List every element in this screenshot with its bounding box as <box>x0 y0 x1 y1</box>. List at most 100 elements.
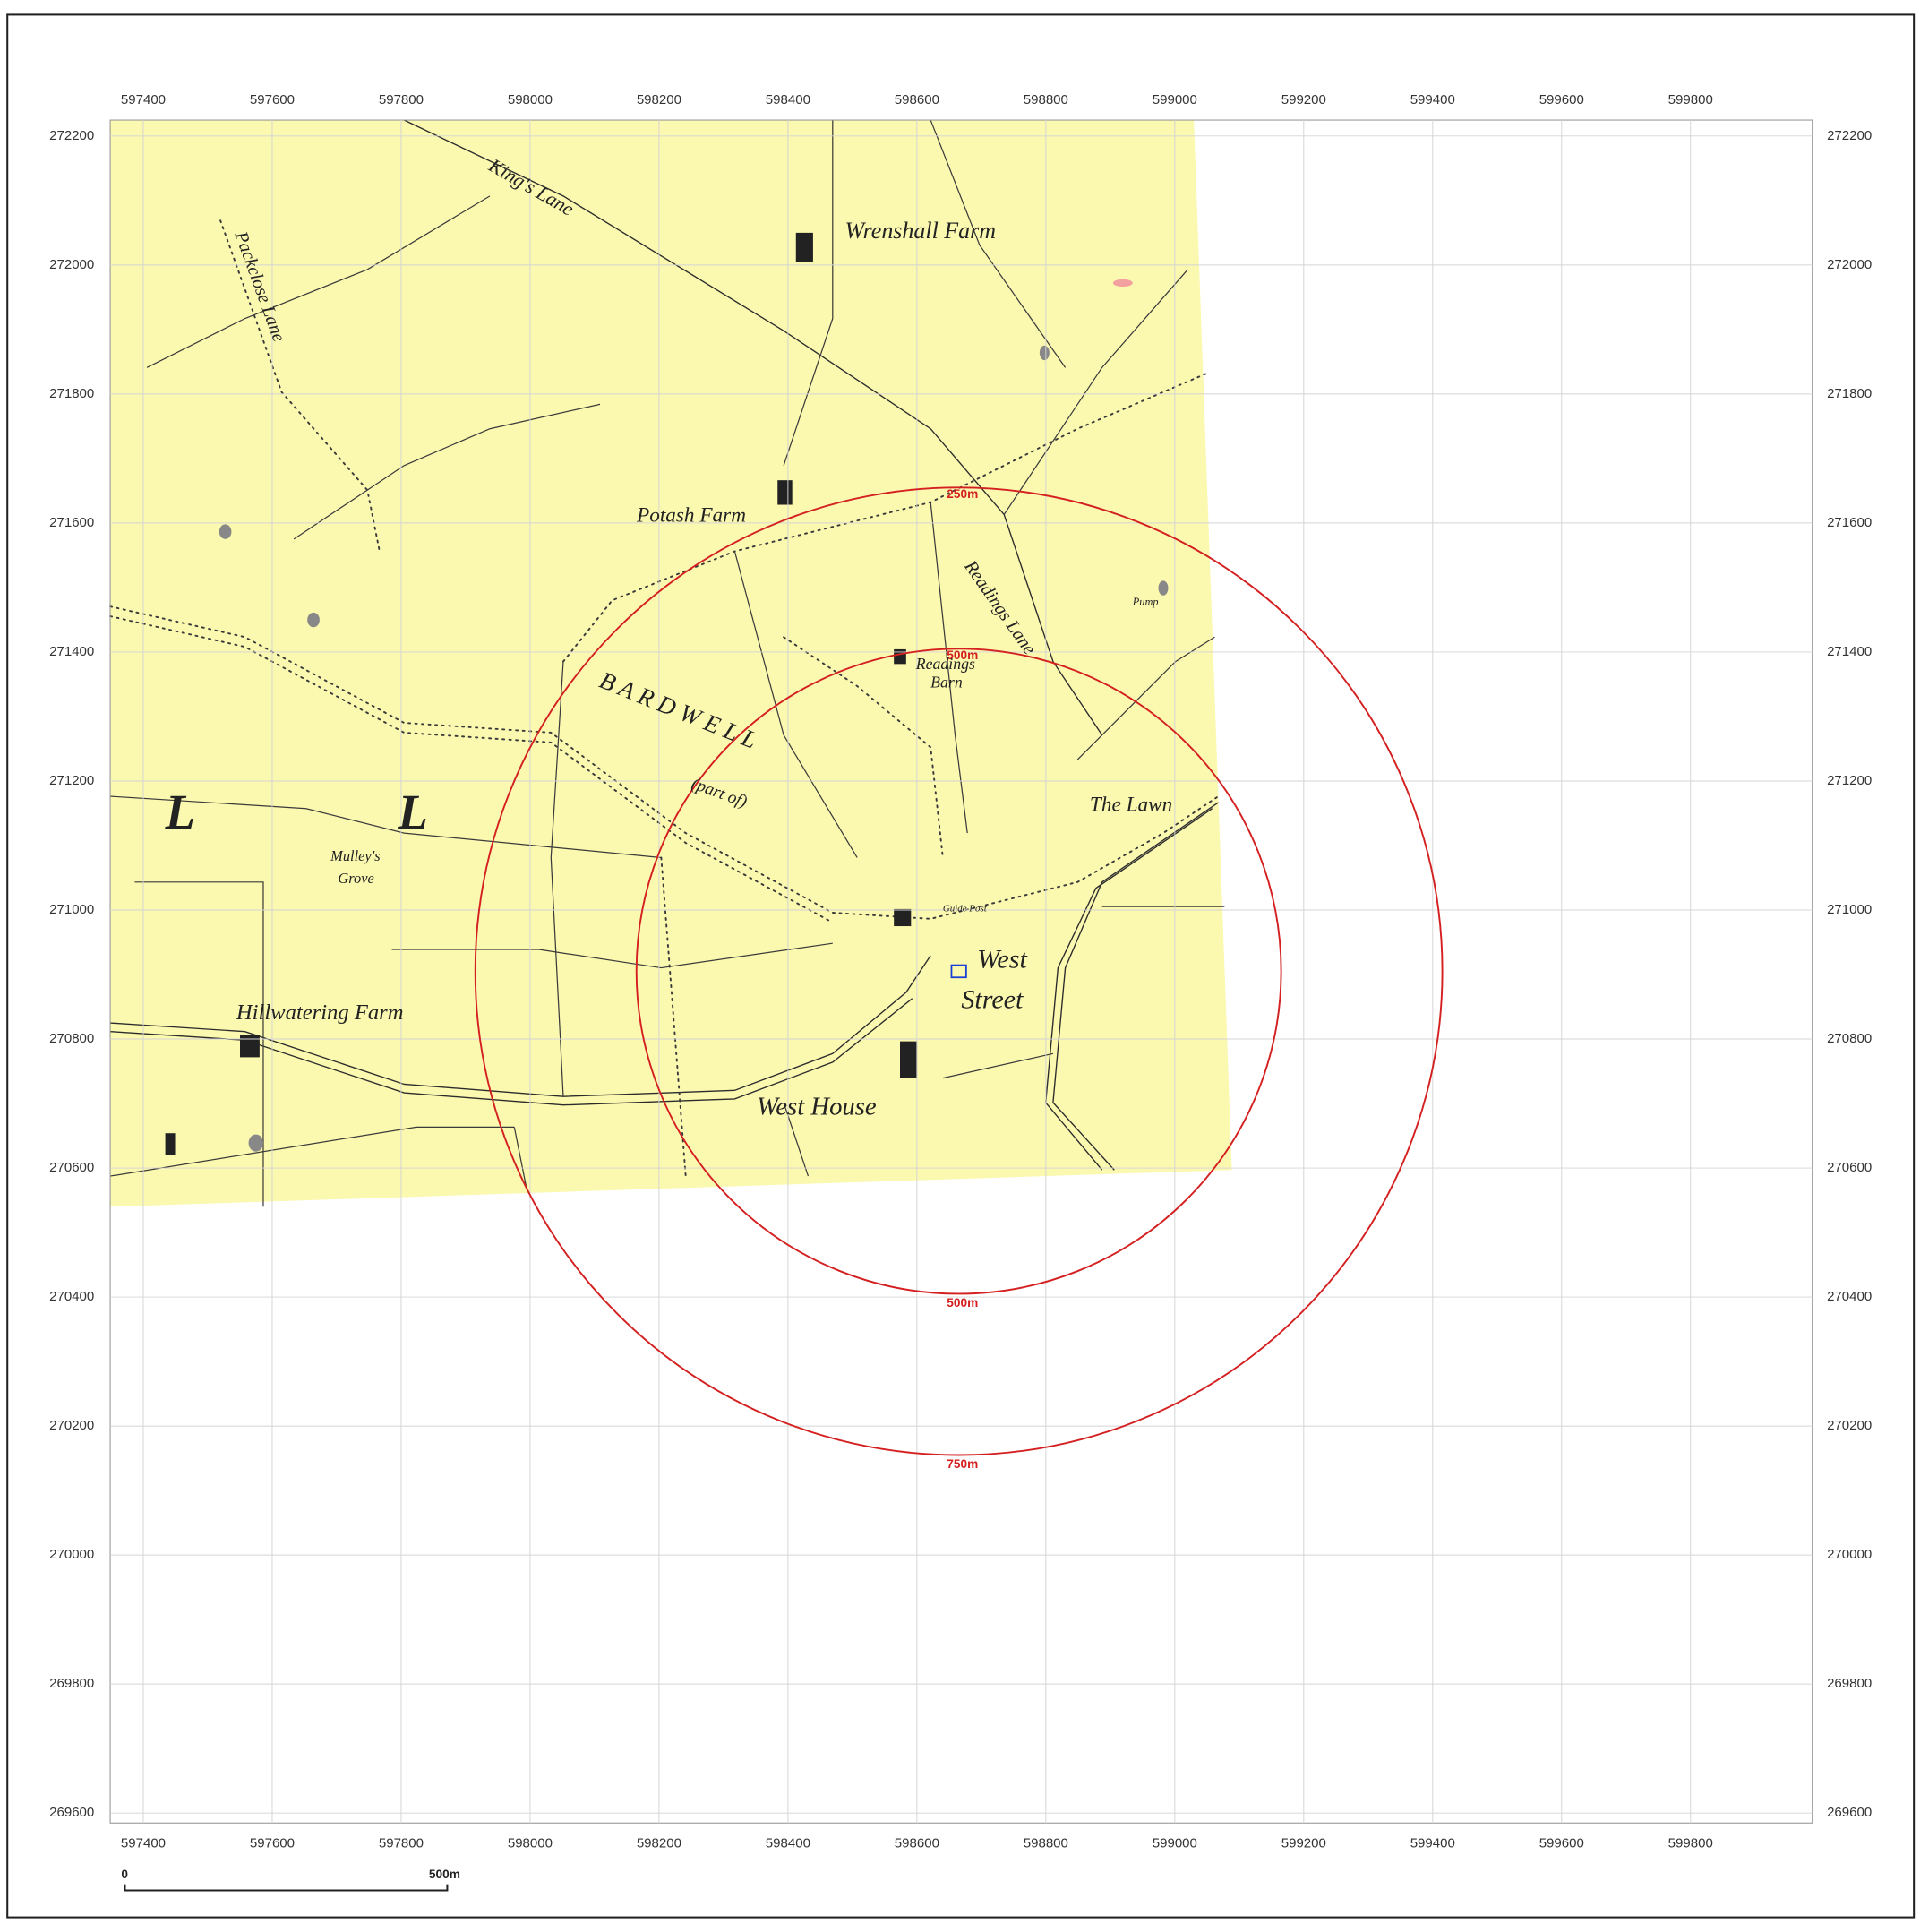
pond <box>1158 580 1169 596</box>
y-tick-label: 271200 <box>49 773 94 788</box>
field-boundary <box>660 856 687 1178</box>
y-tick-label: 269600 <box>1827 1805 1872 1820</box>
buffer-ring <box>474 486 1444 1456</box>
buffer-label: 500m <box>947 1296 978 1309</box>
mark <box>1112 279 1133 288</box>
y-tick-label: 271600 <box>49 515 94 530</box>
x-tick-label: 599400 <box>1410 1835 1455 1850</box>
y-tick-label: 270400 <box>49 1289 94 1304</box>
building <box>240 1035 260 1058</box>
building <box>777 480 793 505</box>
building <box>894 648 906 665</box>
field-boundary <box>146 195 491 368</box>
y-tick-label: 272000 <box>1827 257 1872 272</box>
x-tick-label: 598000 <box>508 92 553 107</box>
y-tick-label: 270200 <box>1827 1418 1872 1433</box>
place-label: Street <box>961 984 1024 1015</box>
field-boundary <box>733 551 858 858</box>
overlay: 500m 500m 250m 750m 0 500m <box>121 486 1444 1892</box>
x-tick-label: 598800 <box>1024 92 1068 107</box>
building <box>795 232 813 262</box>
x-tick-label: 597400 <box>121 92 166 107</box>
x-tick-label: 599000 <box>1153 1835 1197 1850</box>
y-tick-label: 271600 <box>1827 515 1872 530</box>
road <box>110 955 931 1097</box>
buffer-label: 750m <box>947 1457 978 1471</box>
y-tick-label: 271400 <box>1827 644 1872 659</box>
field-boundary <box>942 1052 1054 1079</box>
field-boundary <box>783 636 944 859</box>
historic-map <box>109 119 1232 1207</box>
x-tick-label: 599400 <box>1410 92 1455 107</box>
buffer-ring <box>635 648 1282 1295</box>
y-tick-label: 271800 <box>49 386 94 401</box>
x-tick-label: 599200 <box>1281 1835 1326 1850</box>
place-label: Readings <box>915 655 975 673</box>
field-boundary <box>930 502 968 834</box>
y-tick-label: 269800 <box>49 1676 94 1691</box>
x-tick-label: 598000 <box>508 1835 553 1850</box>
lane <box>109 605 1220 920</box>
stream <box>1045 808 1213 1171</box>
field-boundary <box>550 661 564 1097</box>
pond <box>219 524 232 539</box>
field-boundary <box>1003 269 1188 515</box>
buffer-label: 500m <box>947 648 978 662</box>
scale-bar-label: 500m <box>429 1868 460 1881</box>
field-boundary <box>783 120 834 466</box>
x-tick-label: 599800 <box>1668 1835 1713 1850</box>
lane <box>403 119 1103 736</box>
place-label: L <box>397 785 427 839</box>
y-tick-label: 272200 <box>1827 128 1872 143</box>
map-sheet-extent <box>110 120 1232 1207</box>
x-tick-label: 598400 <box>766 92 810 107</box>
x-tick-label: 597800 <box>379 92 424 107</box>
y-tick-label: 269600 <box>49 1805 94 1820</box>
y-tick-label: 270200 <box>49 1418 94 1433</box>
y-tick-label: 271400 <box>49 644 94 659</box>
building <box>165 1133 176 1155</box>
x-tick-label: 598200 <box>637 92 681 107</box>
y-tick-label: 270600 <box>49 1160 94 1175</box>
x-tick-label: 599600 <box>1539 1835 1584 1850</box>
x-tick-label: 597800 <box>379 1835 424 1850</box>
x-tick-label: 597600 <box>250 92 295 107</box>
y-tick-label: 270000 <box>49 1547 94 1562</box>
y-tick-label: 272200 <box>49 128 94 143</box>
scale-bar-label: 0 <box>121 1868 128 1881</box>
field-boundary <box>109 1126 515 1177</box>
x-tick-label: 598600 <box>895 1835 939 1850</box>
place-label: Wrenshall Farm <box>844 218 996 244</box>
pond <box>1039 345 1050 361</box>
y-tick-label: 271800 <box>1827 386 1872 401</box>
y-tick-label: 270600 <box>1827 1160 1872 1175</box>
site-marker <box>950 964 967 979</box>
place-label: Grove <box>338 870 373 887</box>
x-tick-label: 599000 <box>1153 92 1197 107</box>
field-boundary <box>110 795 662 859</box>
place-label: The Lawn <box>1090 793 1172 816</box>
y-tick-label: 271200 <box>1827 773 1872 788</box>
x-tick-label: 597400 <box>121 1835 166 1850</box>
place-label: Hillwatering Farm <box>236 1000 404 1025</box>
lane <box>219 219 381 553</box>
x-tick-label: 599200 <box>1281 92 1326 107</box>
stream <box>1052 802 1219 1171</box>
field-boundary <box>930 119 1067 368</box>
place-label: Mulley's <box>330 847 380 864</box>
map-frame <box>109 119 1813 1824</box>
x-tick-label: 598400 <box>766 1835 810 1850</box>
y-tick-label: 270800 <box>1827 1031 1872 1046</box>
place-label: West House <box>757 1092 877 1121</box>
pond <box>307 612 320 628</box>
y-tick-label: 271000 <box>49 902 94 917</box>
place-label: Potash Farm <box>636 504 746 528</box>
y-tick-label: 270800 <box>49 1031 94 1046</box>
building <box>894 908 912 927</box>
place-label: Pump <box>1132 596 1159 608</box>
place-label: West <box>977 944 1027 975</box>
lane <box>562 373 1207 663</box>
